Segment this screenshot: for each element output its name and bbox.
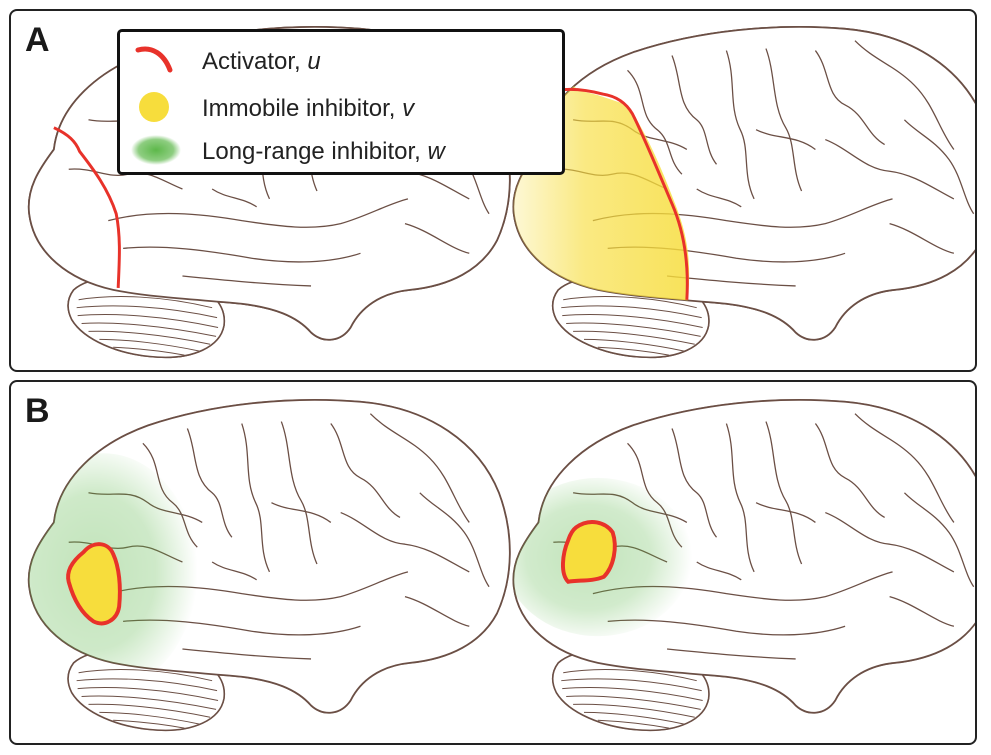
- legend-activator-symbol: u: [307, 48, 321, 75]
- immobile-inhibitor-b-right: [560, 520, 617, 584]
- legend: Activator, u Immobile inhibitor, v Long-…: [117, 29, 565, 175]
- panel-label-b: B: [25, 392, 50, 430]
- legend-long-range-label: Long-range inhibitor,: [202, 138, 428, 165]
- brain-b-left: [27, 398, 511, 732]
- activator-front-a-left: [53, 126, 121, 288]
- panel-b: B: [9, 380, 977, 745]
- legend-activator-label: Activator,: [202, 48, 308, 75]
- legend-item-long-range-inhibitor: Long-range inhibitor, w: [120, 130, 562, 170]
- red-arc-icon: [135, 46, 173, 73]
- green-blob-icon: [131, 135, 181, 165]
- activator-front-a-right: [558, 87, 689, 300]
- legend-item-activator: Activator, u: [120, 40, 562, 80]
- legend-item-immobile-inhibitor: Immobile inhibitor, v: [120, 87, 562, 127]
- panel-label-a: A: [25, 21, 50, 59]
- panel-a: A Activator, u Immobile inhibitor, v: [9, 9, 977, 372]
- legend-long-range-symbol: w: [427, 138, 445, 165]
- brain-b-right: [512, 398, 975, 732]
- legend-immobile-symbol: v: [402, 95, 415, 122]
- legend-immobile-label: Immobile inhibitor,: [202, 95, 403, 122]
- yellow-disc-icon: [139, 92, 169, 122]
- immobile-inhibitor-b-left: [66, 542, 122, 626]
- brain-a-right: [512, 26, 975, 359]
- panel-b-figure: [27, 398, 975, 732]
